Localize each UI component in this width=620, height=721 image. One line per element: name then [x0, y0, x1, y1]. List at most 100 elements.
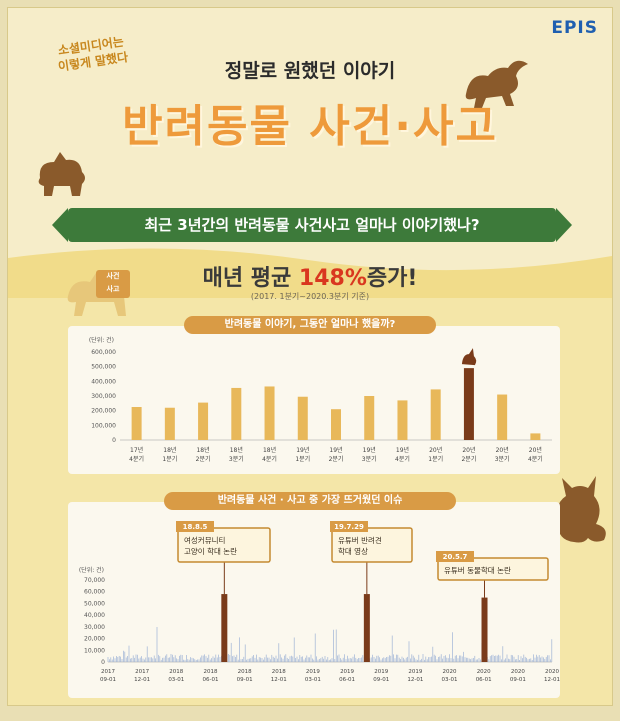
- bar: [264, 386, 275, 440]
- event-callout: [331, 527, 413, 563]
- headline: 매년 평균 148%증가!: [8, 260, 612, 292]
- bar-x-tick-year: 19년: [396, 446, 409, 454]
- event-callout: [177, 527, 271, 563]
- line-series: [107, 627, 553, 662]
- line-x-tick-year: 2019: [340, 669, 354, 675]
- wave-divider: [8, 248, 612, 298]
- line-chart: (단위: 건) 0 10,000 20,000 30,000 40,000 50,000 60…: [79, 521, 560, 683]
- line-y-tick: 30,000: [84, 624, 105, 631]
- line-x-tick-date: 09-01: [237, 677, 253, 683]
- line-x-tick-year: 2018: [272, 669, 286, 675]
- bar-x-tick-quarter: 3분기: [362, 455, 377, 463]
- line-x-tick-year: 2020: [511, 669, 525, 675]
- cat-icon: [557, 476, 606, 543]
- line-y-tick: 0: [101, 659, 105, 666]
- event-date: 20.5.7: [443, 553, 468, 561]
- bar-y-tick: 300,000: [91, 393, 116, 400]
- event-label: 학대 영상: [338, 546, 368, 556]
- bar-x-tick-quarter: 3분기: [229, 455, 244, 463]
- page-title: 반려동물 사건·사고: [122, 101, 498, 152]
- bar-x-tick-quarter: 1분기: [428, 455, 443, 463]
- bar-y-tick: 100,000: [91, 422, 116, 429]
- line-x-tick-date: 12-01: [134, 677, 150, 683]
- brand-logo: EPIS: [551, 18, 598, 38]
- bar-chart-card: [68, 326, 560, 474]
- squirrel-icon: [465, 60, 528, 108]
- line-x-tick-date: 06-01: [339, 677, 355, 683]
- bar-x-tick-year: 18년: [263, 446, 276, 454]
- bar-y-tick: 500,000: [91, 364, 116, 371]
- banner-tip-right: [556, 208, 572, 242]
- bar-y-tick: 400,000: [91, 378, 116, 385]
- line-y-tick: 10,000: [84, 647, 105, 654]
- bar: [164, 407, 175, 440]
- line-x-tick-year: 2018: [238, 669, 252, 675]
- bar-x-tick-quarter: 2분기: [196, 455, 211, 463]
- line-x-tick-date: 09-01: [100, 677, 116, 683]
- bird-icon: [461, 348, 477, 366]
- line-x-tick-date: 12-01: [271, 677, 287, 683]
- bar-x-tick-year: 20년: [496, 446, 509, 454]
- event-label: 고양이 학대 논란: [184, 546, 237, 556]
- line-x-tick-year: 2017: [101, 669, 115, 675]
- subtitle: 정말로 원했던 이야기: [224, 60, 396, 82]
- event-spike: [481, 597, 488, 662]
- line-x-tick-year: 2019: [374, 669, 388, 675]
- event-date-badge: [436, 551, 474, 562]
- line-x-tick-year: 2020: [443, 669, 457, 675]
- bar-x-tick-year: 18년: [230, 446, 243, 454]
- bar-x-tick-year: 19년: [296, 446, 309, 454]
- headline-post: 증가!: [366, 266, 418, 291]
- bar: [463, 368, 474, 440]
- event-date-badge: [330, 521, 368, 532]
- line-x-tick-date: 03-01: [305, 677, 321, 683]
- line-y-tick: 50,000: [84, 600, 105, 607]
- bar-chart-title: 반려동물 이야기, 그동안 얼마나 했을까?: [184, 316, 436, 334]
- side-note-line-1: 사건: [106, 272, 120, 280]
- period-note: (2017. 1분기~2020.3분기 기준): [250, 292, 370, 301]
- bar-chart: (단위: 건) 0 100,000 200,000 300,000 400,000 500,…: [89, 336, 552, 463]
- bar-x-tick-year: 20년: [429, 446, 442, 454]
- bar: [297, 396, 308, 440]
- event-spike: [363, 594, 370, 662]
- bar-x-tick-quarter: 1분기: [162, 455, 177, 463]
- question-banner: 최근 3년간의 반려동물 사건사고 얼마나 이야기했나?: [68, 208, 556, 242]
- event-date-badge: [176, 521, 214, 532]
- line-y-tick: 70,000: [84, 577, 105, 584]
- side-note: 사건 사고: [96, 270, 130, 298]
- line-y-tick: 20,000: [84, 636, 105, 643]
- line-x-tick-date: 12-01: [544, 677, 560, 683]
- line-x-tick-date: 12-01: [407, 677, 423, 683]
- bar: [497, 394, 508, 440]
- bar-y-unit: (단위: 건): [89, 336, 114, 344]
- bar-x-tick-quarter: 4분기: [262, 455, 277, 463]
- line-chart-card: [68, 502, 560, 698]
- banner-tip-left: [52, 208, 68, 242]
- dog-icon: [38, 152, 85, 196]
- line-x-tick-year: 2019: [408, 669, 422, 675]
- bar-x-tick-quarter: 4분기: [395, 455, 410, 463]
- event-date: 18.8.5: [183, 523, 208, 531]
- bar: [198, 402, 209, 440]
- bar: [430, 389, 441, 440]
- bar-x-tick-quarter: 2분기: [329, 455, 344, 463]
- line-x-tick-date: 06-01: [202, 677, 218, 683]
- infographic: EPIS 소셜미디어는 이렇게 말했다 사건 사고 정말로 원했던 이야기 반려…: [8, 8, 612, 705]
- bar: [397, 400, 408, 440]
- line-x-tick-year: 2018: [169, 669, 183, 675]
- bar-x-tick-year: 18년: [163, 446, 176, 454]
- bar: [530, 433, 541, 440]
- bar-y-tick: 0: [112, 437, 116, 444]
- bar-x-tick-quarter: 4분기: [129, 455, 144, 463]
- line-x-tick-date: 09-01: [373, 677, 389, 683]
- line-x-tick-date: 03-01: [442, 677, 458, 683]
- bar: [331, 409, 341, 440]
- event-callout: [437, 557, 549, 581]
- bar-y-tick: 200,000: [91, 408, 116, 415]
- bar-x-tick-quarter: 4분기: [528, 455, 543, 463]
- line-y-tick: 60,000: [84, 589, 105, 596]
- bar-x-tick-year: 20년: [529, 446, 542, 454]
- event-label: 유튜버 반려견: [338, 535, 382, 545]
- headline-pre: 매년 평균: [202, 266, 299, 291]
- bar-x-tick-year: 19년: [329, 446, 342, 454]
